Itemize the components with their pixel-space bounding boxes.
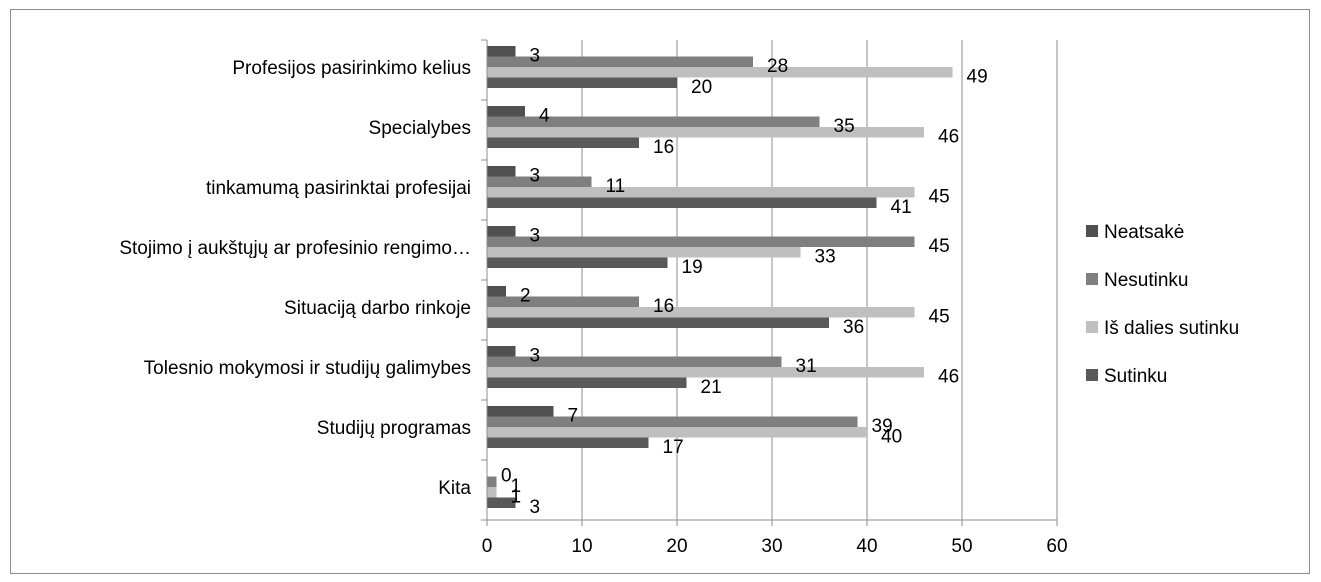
bar-nesutinku: [487, 356, 782, 367]
x-tick-label: 50: [951, 536, 972, 557]
data-label: 11: [606, 176, 626, 197]
data-label: 46: [938, 367, 959, 388]
data-label: 3: [530, 46, 541, 67]
legend-label: Iš dalies sutinku: [1104, 318, 1239, 339]
x-tick-label: 20: [666, 536, 687, 557]
legend-label: Nesutinku: [1104, 270, 1189, 291]
bar-neatsakė: [487, 46, 516, 57]
x-tick-label: 40: [856, 536, 877, 557]
bar-neatsakė: [487, 346, 516, 357]
data-label: 45: [929, 187, 950, 208]
data-label: 16: [653, 296, 674, 317]
data-label: 3: [530, 166, 541, 187]
data-label: 39: [872, 416, 893, 437]
bar-nesutinku: [487, 476, 497, 487]
data-label: 16: [653, 137, 674, 158]
category-label: Situaciją darbo rinkoje: [284, 298, 471, 319]
data-label: 35: [834, 116, 855, 137]
bar-iš-dalies-sutinku: [487, 427, 867, 438]
bar-neatsakė: [487, 106, 525, 117]
data-label: 33: [815, 247, 836, 268]
x-tick-label: 10: [571, 536, 592, 557]
category-label: Studijų programas: [317, 418, 471, 439]
legend-swatch: [1086, 273, 1098, 285]
bar-sutinku: [487, 497, 516, 508]
data-label: 20: [691, 77, 712, 98]
data-label: 41: [891, 197, 912, 218]
data-label: 46: [938, 127, 959, 148]
data-label: 49: [967, 67, 988, 88]
category-label: Specialybes: [369, 118, 471, 139]
bar-sutinku: [487, 197, 877, 208]
legend: Neatsakė Nesutinku Iš dalies sutinku Sutink…: [1086, 222, 1239, 387]
x-tick-label: 60: [1046, 536, 1067, 557]
data-label: 0: [501, 466, 512, 487]
bar-nesutinku: [487, 176, 592, 187]
x-tick-label: 0: [482, 536, 493, 557]
bar-iš-dalies-sutinku: [487, 367, 924, 378]
legend-swatch: [1086, 369, 1098, 381]
bar-iš-dalies-sutinku: [487, 247, 801, 258]
category-label: tinkamumą pasirinktai profesijai: [206, 178, 471, 199]
data-label: 36: [843, 317, 864, 338]
bar-iš-dalies-sutinku: [487, 487, 497, 498]
data-label: 45: [929, 236, 950, 257]
bar-nesutinku: [487, 296, 639, 307]
data-label: 40: [881, 427, 902, 448]
bars: [487, 46, 953, 508]
bar-iš-dalies-sutinku: [487, 67, 953, 78]
data-label: 45: [929, 307, 950, 328]
bar-neatsakė: [487, 226, 516, 237]
bar-sutinku: [487, 77, 677, 88]
data-label: 2: [520, 286, 531, 307]
legend-label: Sutinku: [1104, 366, 1167, 387]
chart-frame: 0 10 20 30 40 50 60 Profesijos pasirinkimo keli…: [10, 9, 1310, 574]
bar-iš-dalies-sutinku: [487, 127, 924, 138]
axes: [481, 39, 1058, 526]
bar-sutinku: [487, 257, 668, 268]
legend-swatch: [1086, 225, 1098, 237]
bar-iš-dalies-sutinku: [487, 187, 915, 198]
data-label: 1: [511, 487, 522, 508]
bar-nesutinku: [487, 236, 915, 247]
bar-neatsakė: [487, 286, 506, 297]
data-label: 3: [530, 497, 541, 518]
legend-label: Neatsakė: [1104, 222, 1184, 243]
bar-nesutinku: [487, 116, 820, 127]
category-label: Profesijos pasirinkimo kelius: [232, 58, 471, 79]
bar-nesutinku: [487, 416, 858, 427]
data-label: 28: [767, 56, 788, 77]
data-label: 3: [530, 226, 541, 247]
data-label: 7: [568, 406, 579, 427]
category-label: Kita: [438, 478, 471, 499]
bar-sutinku: [487, 377, 687, 388]
data-label: 17: [663, 437, 684, 458]
bar-sutinku: [487, 437, 649, 448]
data-label: 21: [701, 377, 722, 398]
category-label: Stojimo į aukštųjų ar profesinio rengimo…: [119, 238, 471, 259]
data-label: 4: [539, 106, 550, 127]
data-label: 19: [682, 257, 703, 278]
bar-iš-dalies-sutinku: [487, 307, 915, 318]
data-label: 31: [796, 356, 817, 377]
x-tick-label: 30: [761, 536, 782, 557]
bar-sutinku: [487, 317, 829, 328]
gridlines: [581, 40, 1058, 526]
bar-neatsakė: [487, 166, 516, 177]
data-label: 3: [530, 346, 541, 367]
category-label: Tolesnio mokymosi ir studijų galimybes: [144, 358, 471, 379]
bar-nesutinku: [487, 56, 753, 67]
bar-neatsakė: [487, 406, 554, 417]
bar-sutinku: [487, 137, 639, 148]
data-label: 1: [511, 476, 522, 497]
legend-swatch: [1086, 321, 1098, 333]
